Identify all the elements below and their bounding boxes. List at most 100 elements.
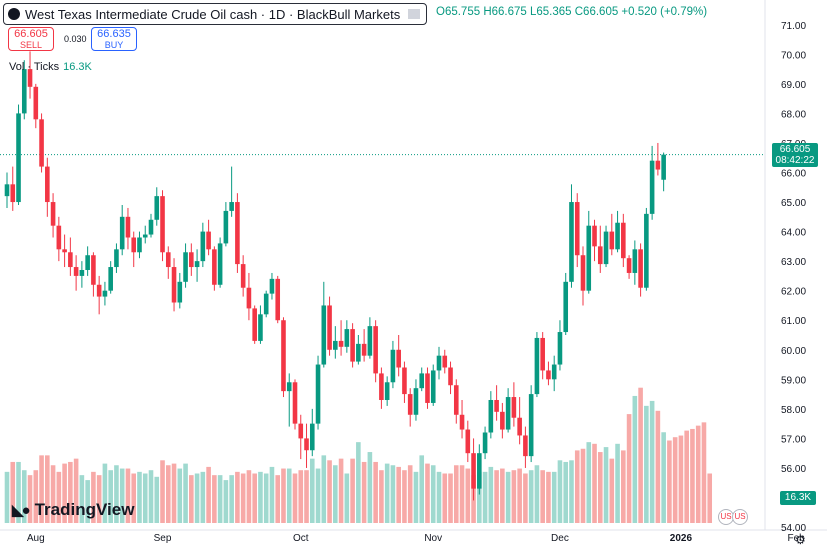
volume-bar [488,466,494,523]
candle-body [338,340,344,347]
symbol-header[interactable]: West Texas Intermediate Crude Oil cash ·… [3,3,428,25]
sell-price: 66.605 [14,28,48,40]
candle-body [16,113,21,203]
volume-bar [286,468,292,523]
tradingview-icon: ◣● [12,502,31,519]
volume-bar [621,450,626,523]
candle-body [68,252,73,268]
volume-bar [690,428,695,523]
candle-body [649,160,655,214]
volume-bar [338,458,344,523]
volume-bar [246,470,252,523]
candle-body [240,264,246,288]
volume-bar [661,432,666,523]
x-tick-label: Dec [551,533,569,544]
volume-bar [119,468,125,523]
candle-body [661,154,666,180]
volume-bar [68,461,73,523]
volume-bar [21,470,27,523]
tradingview-logo[interactable]: ◣● TradingView [12,500,134,520]
volume-bar [131,473,137,523]
candle-body [315,364,321,424]
economic-event-icon[interactable]: US [732,509,748,525]
candle-body [194,261,200,268]
candle-body [286,382,292,392]
volume-bar [632,395,638,523]
candle-body [350,329,355,362]
volume-bar [321,455,327,523]
volume-bar [102,463,108,523]
candle-body [500,411,505,430]
volume-bar [33,470,39,523]
volume-bar [407,465,413,523]
candle-body [292,382,298,424]
candle-body [85,255,90,270]
candle-body [50,202,56,226]
volume-bar [165,465,171,523]
volume-bar [603,447,609,523]
candle-body [309,423,315,451]
y-tick-label: 66.00 [781,169,806,180]
candle-body [402,367,407,395]
candle-body [62,249,67,253]
flag-icon [408,9,421,19]
candle-body [177,281,183,303]
candle-body [459,414,465,430]
candle-body [471,453,476,489]
candle-body [298,423,304,439]
y-tick-label: 69.00 [781,80,806,91]
candle-body [442,355,448,368]
candle-body [517,417,522,436]
volume-bar [684,430,689,523]
volume-bar [563,461,569,523]
candle-body [212,249,217,285]
volume-bar [27,475,33,523]
candle-body [523,435,528,457]
candle-body [114,249,119,268]
candle-body [263,293,269,315]
volume-bar [56,471,62,523]
volume-bar [459,465,465,523]
settings-gear-icon[interactable]: ⚙ [795,533,806,547]
volume-bar [148,470,154,523]
candle-body [505,397,511,430]
candle-body [96,284,102,297]
candle-body [33,86,39,120]
volume-bar [281,468,286,523]
volume-bar [142,473,148,523]
x-tick-label: 2026 [670,533,693,544]
volume-bar [315,468,321,523]
volume-bar [402,470,407,523]
volume-bar [50,465,56,523]
candle-body [200,231,206,262]
volume-bar [373,461,378,523]
candle-body [528,394,534,457]
candle-body [281,320,286,392]
volume-bar [200,471,206,523]
candle-body [621,222,626,259]
volume-bar [609,458,615,523]
y-tick-label: 70.00 [781,50,806,61]
volume-bar [212,475,217,523]
y-tick-label: 59.00 [781,375,806,386]
volume-bar [523,473,528,523]
candle-body [21,69,27,114]
volume-bar [39,455,44,523]
candle-body [551,364,557,380]
sell-button[interactable]: 66.605 SELL [8,27,54,51]
candle-body [327,305,332,350]
volume-bar [379,470,384,523]
candle-body [4,184,10,197]
volume-bar [344,473,350,523]
buy-button[interactable]: 66.635 BUY [91,27,137,51]
volume-bar [505,471,511,523]
candle-body [597,246,603,265]
volume-bar [189,475,194,523]
y-tick-label: 62.00 [781,287,806,298]
candle-body [131,237,137,253]
volume-bar [269,466,275,523]
volume-bar [183,463,188,523]
volume-bar [108,470,113,523]
volume-bar [367,452,373,523]
